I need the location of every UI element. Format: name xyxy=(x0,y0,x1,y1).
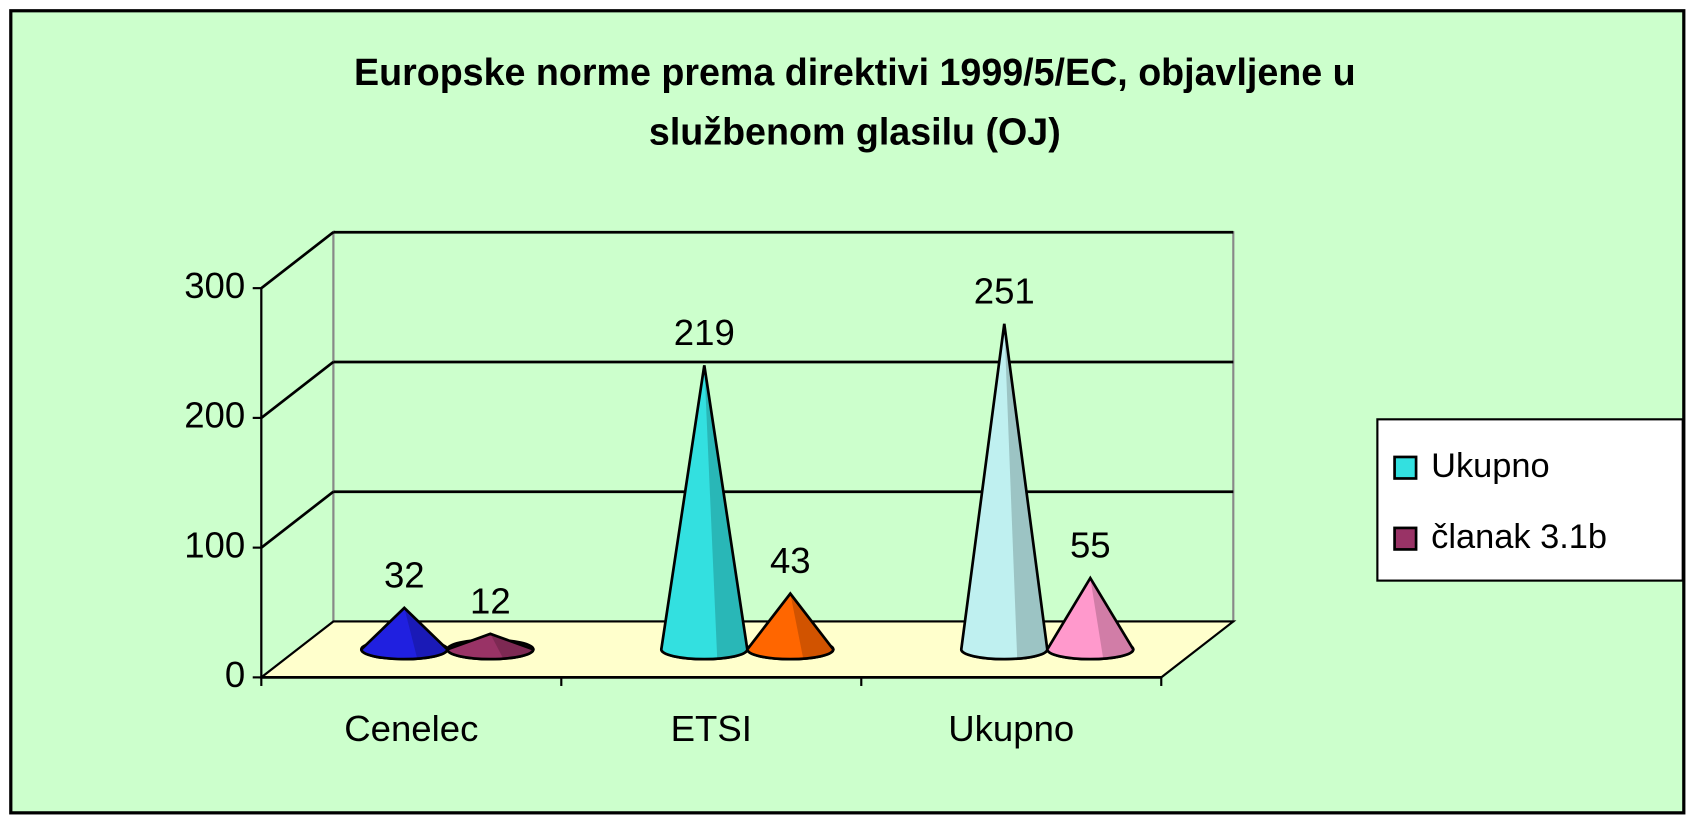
data-label: 55 xyxy=(1070,525,1111,566)
legend-swatch xyxy=(1393,455,1418,480)
legend-label: Ukupno xyxy=(1431,447,1550,485)
data-label: 219 xyxy=(674,312,735,353)
cone-shade xyxy=(790,593,834,659)
y-tick-label: 100 xyxy=(184,524,245,565)
cone-shade xyxy=(1090,578,1134,659)
data-label: 251 xyxy=(974,270,1035,311)
grid-line xyxy=(260,360,335,419)
grid-line xyxy=(260,490,335,549)
legend-box xyxy=(1376,418,1684,582)
data-label: 43 xyxy=(770,540,811,581)
cone-body xyxy=(959,323,1049,661)
cone-body xyxy=(445,632,535,661)
cone-body xyxy=(659,365,749,661)
y-tick-label: 200 xyxy=(184,395,245,436)
cone-body xyxy=(745,591,835,661)
cone xyxy=(745,591,835,661)
cone-body xyxy=(359,606,449,661)
cone-shade xyxy=(1004,323,1048,659)
cone xyxy=(1045,575,1135,661)
grid-line xyxy=(260,231,335,290)
x-tick-label: Ukupno xyxy=(948,708,1074,749)
cone-shade xyxy=(704,365,748,659)
cone-body xyxy=(1045,575,1135,661)
cone xyxy=(445,632,535,661)
cone xyxy=(659,365,749,661)
cone-shade xyxy=(490,633,534,659)
legend-swatch xyxy=(1393,526,1418,551)
y-tick-label: 0 xyxy=(225,654,245,695)
cone xyxy=(959,323,1049,661)
data-label: 32 xyxy=(384,554,425,595)
cone xyxy=(359,606,449,661)
chart-title: Europske norme prema direktivi 1999/5/EC… xyxy=(354,51,1356,152)
legend-label: članak 3.1b xyxy=(1431,518,1607,556)
side-wall xyxy=(260,230,335,680)
cone-shade xyxy=(404,607,448,659)
x-tick-label: ETSI xyxy=(671,708,752,749)
data-label: 12 xyxy=(470,580,511,621)
y-tick-label: 300 xyxy=(184,265,245,306)
x-tick-label: Cenelec xyxy=(344,708,478,749)
